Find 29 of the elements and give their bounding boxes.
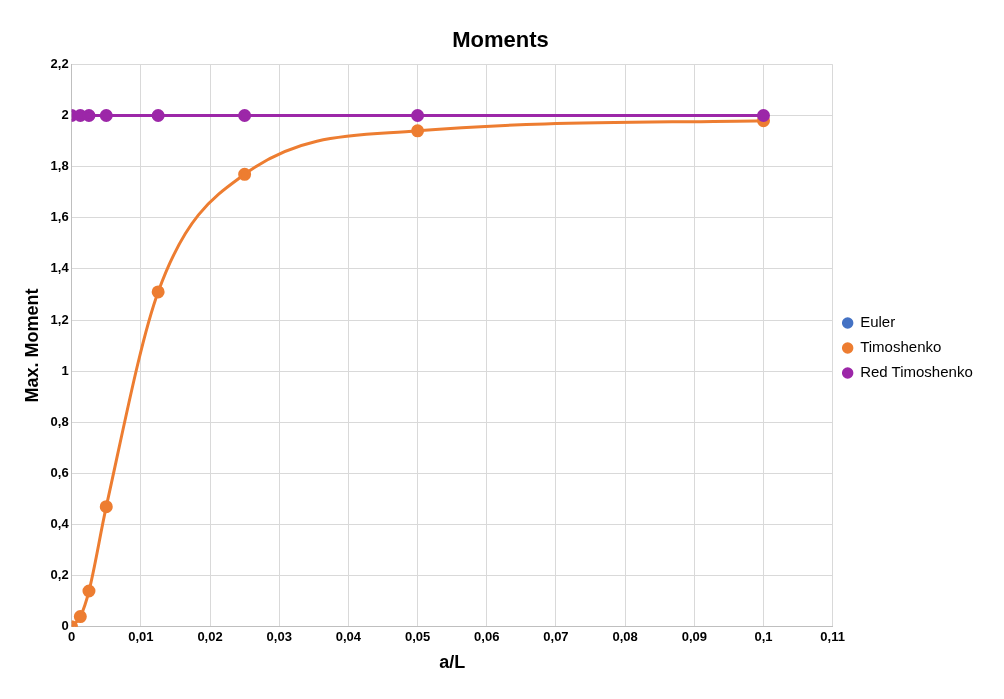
y-tick-label: 1,4: [50, 260, 70, 276]
x-tick-label: 0,06: [474, 629, 500, 645]
legend-label: Red Timoshenko: [860, 363, 973, 381]
x-tick-label: 0,05: [404, 629, 431, 645]
y-tick-label: 1: [61, 362, 69, 378]
y-axis-title: Max. Moment: [21, 288, 42, 403]
x-tick-label: 0,04: [335, 629, 362, 645]
x-tick-label: 0,03: [266, 629, 292, 645]
y-tick-label: 2,2: [50, 55, 69, 71]
x-tick-label: 0,01: [128, 629, 154, 645]
y-tick-label: 0,6: [50, 465, 69, 480]
legend-label: Timoshenko: [860, 338, 942, 356]
y-tick-label: 1,6: [50, 209, 69, 225]
y-tick-label: 2: [61, 107, 69, 123]
y-tick-label: 0,2: [50, 567, 69, 583]
legend-label: Euler: [860, 313, 896, 331]
x-tick-label: 0,07: [543, 629, 569, 645]
x-tick-label: 0,09: [681, 629, 707, 645]
x-tick-label: 0,02: [197, 629, 223, 645]
y-tick-label: 1,8: [50, 158, 69, 174]
y-tick-label: 0,8: [50, 413, 69, 429]
x-tick-label: 0,1: [754, 629, 773, 645]
y-tick-label: 1,2: [50, 311, 69, 327]
chart-title: Moments: [452, 27, 549, 53]
y-tick-label: 0: [61, 618, 69, 634]
x-tick-label: 0,08: [612, 629, 638, 645]
x-tick-label: 0,11: [820, 629, 845, 645]
y-tick-label: 0,4: [50, 516, 70, 532]
x-axis-title: a/L: [439, 652, 466, 673]
